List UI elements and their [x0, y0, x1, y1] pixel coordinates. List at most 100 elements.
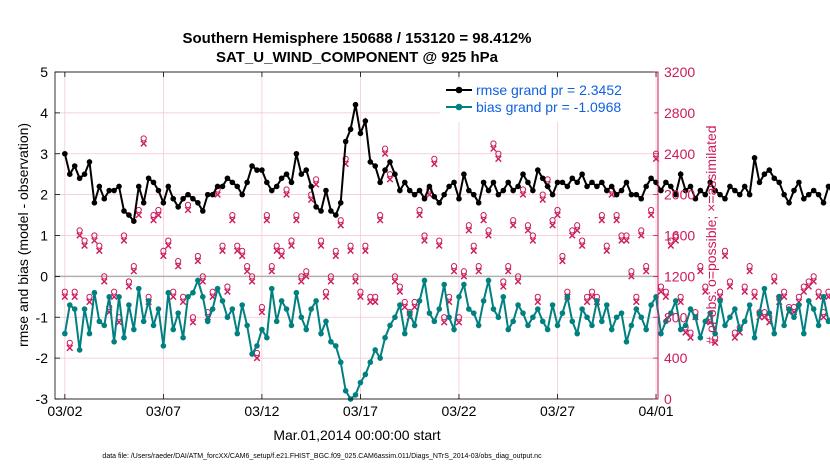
obs-possible-marker: [175, 257, 182, 265]
bias-point: [515, 302, 521, 308]
obs-assimilated-stroke: [780, 293, 788, 301]
obs-possible-marker: [810, 273, 817, 280]
obs-possible-marker: [224, 283, 231, 290]
bias-point: [111, 338, 117, 345]
bias-point: [613, 314, 620, 321]
obs-possible-marker: [150, 211, 157, 219]
bias-point: [397, 302, 403, 308]
obs-possible-marker: [677, 293, 684, 300]
obs-assimilated-marker: [500, 283, 507, 290]
obs-possible-marker: [357, 288, 364, 295]
rmse-point: [618, 187, 625, 194]
bias-point: [86, 330, 93, 337]
obs-assimilated-stroke: [628, 273, 635, 280]
obs-possible-marker: [61, 288, 68, 295]
rmse-point: [732, 187, 738, 194]
obs-possible-marker: [450, 263, 458, 270]
bias-point: [692, 314, 699, 321]
obs-assimilated-marker: [302, 273, 310, 280]
obs-assimilated-stroke: [825, 294, 830, 301]
rmse-point: [633, 191, 640, 198]
rmse-point: [313, 204, 319, 210]
obs-assimilated-stroke: [120, 237, 128, 244]
obs-assimilated-marker: [741, 288, 749, 295]
obs-assimilated-stroke: [86, 298, 93, 306]
right-tick-label: 3200: [664, 64, 695, 80]
obs-assimilated-stroke: [475, 267, 482, 275]
obs-assimilated-marker: [243, 267, 251, 275]
left-tick-label: 2: [40, 187, 48, 203]
bias-point: [259, 326, 265, 333]
bias-point: [717, 298, 723, 304]
rmse-point: [357, 130, 364, 137]
rmse-point: [209, 191, 216, 198]
obs-assimilated-stroke: [637, 232, 645, 239]
rmse-point: [308, 183, 314, 190]
obs-assimilated-marker: [347, 247, 354, 255]
rmse-point: [574, 179, 581, 186]
rmse-point: [352, 101, 359, 108]
bias-point: [91, 289, 98, 296]
rmse-point: [539, 175, 546, 182]
rmse-point: [628, 191, 635, 198]
obs-assimilated-marker: [450, 267, 458, 275]
obs-possible-marker: [633, 293, 640, 300]
obs-assimilated-marker: [623, 237, 630, 244]
obs-assimilated-stroke: [618, 237, 625, 244]
obs-assimilated-stroke: [91, 237, 98, 244]
bias-point: [273, 318, 280, 325]
obs-possible-marker: [125, 278, 132, 285]
rmse-point: [421, 195, 428, 202]
obs-assimilated-stroke: [770, 278, 778, 285]
rmse-point: [273, 183, 280, 190]
obs-assimilated-stroke: [169, 293, 177, 301]
bias-point: [71, 306, 78, 312]
obs-assimilated-stroke: [165, 242, 172, 250]
obs-assimilated-stroke: [697, 267, 704, 275]
obs-assimilated-stroke: [559, 257, 566, 265]
obs-possible-marker: [800, 283, 807, 290]
bias-point: [293, 289, 300, 296]
obs-assimilated-stroke: [431, 160, 438, 168]
obs-assimilated-marker: [263, 216, 271, 224]
rmse-point: [86, 159, 93, 165]
obs-possible-marker: [588, 288, 596, 295]
rmse-point: [239, 191, 246, 198]
obs-assimilated-stroke: [573, 227, 581, 234]
obs-possible-marker: [313, 176, 320, 183]
rmse-point: [599, 179, 605, 186]
obs-possible-marker: [303, 268, 310, 275]
obs-assimilated-stroke: [352, 278, 359, 285]
obs-assimilated-marker: [327, 278, 335, 285]
rmse-point: [663, 179, 669, 186]
bias-point: [461, 281, 467, 288]
bias-point: [288, 322, 295, 329]
rmse-point: [786, 200, 792, 206]
obs-assimilated-stroke: [805, 283, 813, 290]
bias-point: [303, 326, 310, 333]
rmse-point: [362, 118, 369, 124]
obs-assimilated-marker: [583, 298, 591, 306]
bias-point: [333, 343, 339, 349]
bias-point: [495, 314, 502, 321]
rmse-point: [697, 187, 704, 194]
rmse-point: [608, 183, 615, 190]
bias-point: [712, 330, 718, 337]
obs-assimilated-marker: [716, 293, 724, 301]
obs-assimilated-stroke: [332, 252, 340, 260]
rmse-point: [116, 183, 122, 190]
bias-point: [539, 318, 546, 325]
x-axis-label: Mar.01,2014 00:00:00 start: [273, 427, 440, 443]
bias-point: [638, 314, 645, 321]
rmse-point: [530, 187, 536, 194]
obs-assimilated-stroke: [716, 293, 724, 301]
bias-point: [771, 330, 778, 337]
obs-possible-marker: [421, 232, 428, 239]
bias-point: [436, 306, 443, 312]
obs-possible-marker: [510, 217, 517, 224]
rmse-point: [199, 208, 206, 214]
obs-possible-marker: [160, 247, 167, 254]
rmse-point: [564, 183, 571, 190]
obs-assimilated-stroke: [357, 293, 364, 301]
obs-possible-marker: [332, 247, 339, 254]
